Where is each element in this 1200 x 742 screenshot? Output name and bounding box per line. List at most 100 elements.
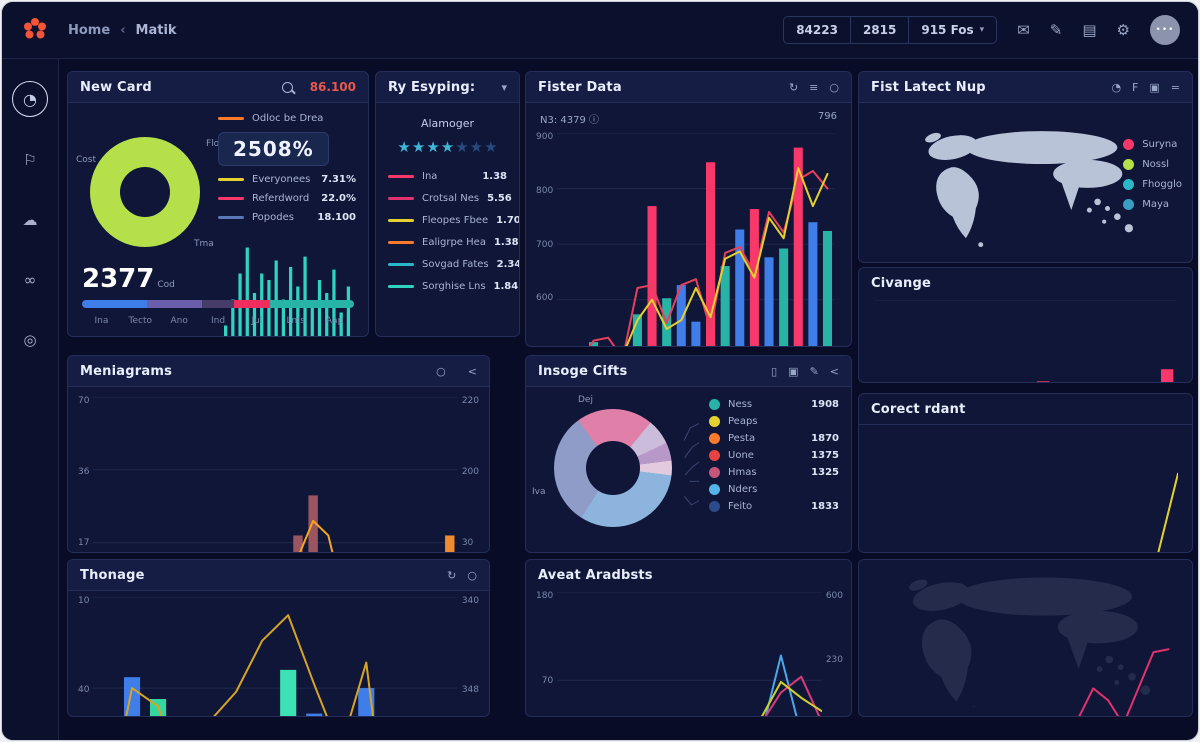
chart-canvas [93,397,457,552]
sidebar-item-cloud[interactable]: ☁ [13,203,47,237]
legend-swatch [388,219,414,222]
chevron-down-icon[interactable]: ▾ [501,80,507,94]
legend-label: Maya [1142,199,1169,210]
fister-meta-left: N3: 4379 [540,115,586,126]
newcard-legend: Odloc be Drea 2508% Everyonees 7.31% Referdw… [218,113,356,223]
circle-icon[interactable]: ○ [829,80,839,94]
star-icon[interactable]: ★ [440,138,455,156]
gear-icon[interactable]: ⚙ [1116,21,1130,39]
legend-swatch [388,197,414,200]
legend-swatch [709,416,720,427]
x-label: Tecto [128,316,153,326]
refresh-icon[interactable]: ↻ [447,568,457,582]
axis-tick: 180 [536,591,554,601]
legend-label: Odloc be Drea [252,113,324,124]
legend-swatch [1123,159,1135,170]
search-icon[interactable] [281,81,293,93]
image-icon[interactable]: ▣ [788,364,799,378]
stat-dropdown[interactable]: 915 Fos ▾ [921,23,985,37]
pencil-icon[interactable]: ✎ [809,364,819,378]
x-label: Aap [325,316,344,326]
legend-item: Nders [709,484,839,495]
axis-tick: 70 [541,676,554,687]
progress-segment [201,300,235,308]
f-icon[interactable]: F [1132,80,1139,94]
sidebar-item-alerts[interactable]: ⚐ [13,143,47,177]
circle-icon[interactable]: ○ [467,568,477,582]
progress-segment [147,300,202,308]
search-value: 86.100 [309,80,356,94]
legend-item: Popodes 18.100 [218,212,356,223]
legend-swatch [709,484,720,495]
breadcrumb-home[interactable]: Home [68,22,111,38]
legend-swatch [709,467,720,478]
star-icon[interactable]: ★ [455,138,469,156]
equals-icon[interactable]: = [1170,80,1180,94]
newcard-big-number: 2377 Cod [82,264,175,294]
share-icon[interactable]: < [467,364,477,378]
star-icon[interactable]: ★ [426,138,440,156]
legend-connectors [684,415,699,522]
legend-value: 18.100 [317,212,356,223]
sidebar-item-dashboard[interactable]: ◔ [12,81,48,117]
file-icon[interactable]: ▯ [771,364,778,378]
legend-swatch [1123,199,1135,210]
star-icon[interactable]: ★ [484,138,498,156]
binoculars-icon: ∞ [23,271,37,289]
share-icon[interactable]: < [829,364,839,378]
legend-value: 1.38 [493,237,519,248]
info-icon[interactable]: ⓘ [589,115,600,126]
topbar-right: 84223 2815 915 Fos ▾ ✉ ✎ ▤ ⚙ ••• [783,15,1180,45]
legend-swatch [1123,179,1135,190]
legend-label: Crotsal Nes [422,193,480,204]
legend-value: 1325 [811,467,839,478]
chart-canvas [557,592,822,717]
legend-swatch [388,285,414,288]
star-icon[interactable]: ★ [469,138,484,156]
avatar[interactable]: ••• [1150,15,1180,45]
star-icon[interactable]: ★ [411,138,426,156]
civange-chart: MaYouNaveFoeJen [871,300,1180,382]
axis-tick: 600 [825,591,843,601]
legend-swatch [218,216,244,219]
legend-value: 1.38 [482,171,507,182]
sidebar-item-explore[interactable]: ∞ [13,263,47,297]
clock-icon[interactable]: ◔ [1111,80,1122,94]
axis-tick: 230 [825,654,843,665]
legend-item: Ness 1908 [709,399,839,410]
x-label: Ina [94,316,109,326]
legend-label: Fleopes Fbee [422,215,489,226]
axis-tick: 900 [536,132,554,142]
pencil-icon[interactable]: ✎ [1049,21,1063,39]
star-icon[interactable]: ★ [397,138,411,156]
legend-value: 22.0% [321,193,356,204]
panel-title: Civange [871,275,932,291]
thonage-chart: 104060280340348336310300MdAwtTvaFatPotMa… [78,596,479,716]
panel-ry-esyping: Ry Esyping: ▾ Alamoger ★ ★ ★ ★ ★ ★ ★ Ina 1.38 Cr… [375,71,520,337]
axis-tick: 340 [461,596,479,606]
lock-icon[interactable]: ▣ [1149,80,1160,94]
axis-tick: 348 [461,684,479,695]
refresh-icon[interactable]: ↻ [788,80,799,94]
legend-item: Feito 1833 [709,501,839,512]
legend-label: Peaps [728,416,758,427]
panel-insoge-cifts: Insoge Cifts ▯ ▣ ✎ < Dej Iva [525,355,852,553]
axis-tick: 200 [461,467,479,478]
donut-label-left: Iva [532,487,546,497]
panel-corect-rdant: Corect rdant [858,393,1193,553]
menu-icon[interactable]: ≡ [809,80,819,94]
legend-value: 1.84 [493,281,519,292]
circle-icon[interactable]: ○ [436,364,446,378]
sidebar-item-messages[interactable]: ◎ [13,323,47,357]
rating-subtitle: Alamoger [420,117,475,130]
star-rating[interactable]: ★ ★ ★ ★ ★ ★ ★ [388,140,507,155]
legend-label: Ealigrpe Hea [422,237,486,248]
legend-label: Pesta [728,433,756,444]
app-logo[interactable] [20,15,50,45]
legend-item: Maya [1123,199,1182,210]
legend-item: Nossl [1123,159,1182,170]
chat-icon[interactable]: ✉ [1017,21,1030,39]
clipboard-icon[interactable]: ▤ [1082,21,1097,39]
chat-pin-icon: ◎ [23,331,37,349]
panel-fist-latect-nup: Fist Latect Nup ◔ F ▣ = Suryna Nossl Fhogg… [858,71,1193,263]
